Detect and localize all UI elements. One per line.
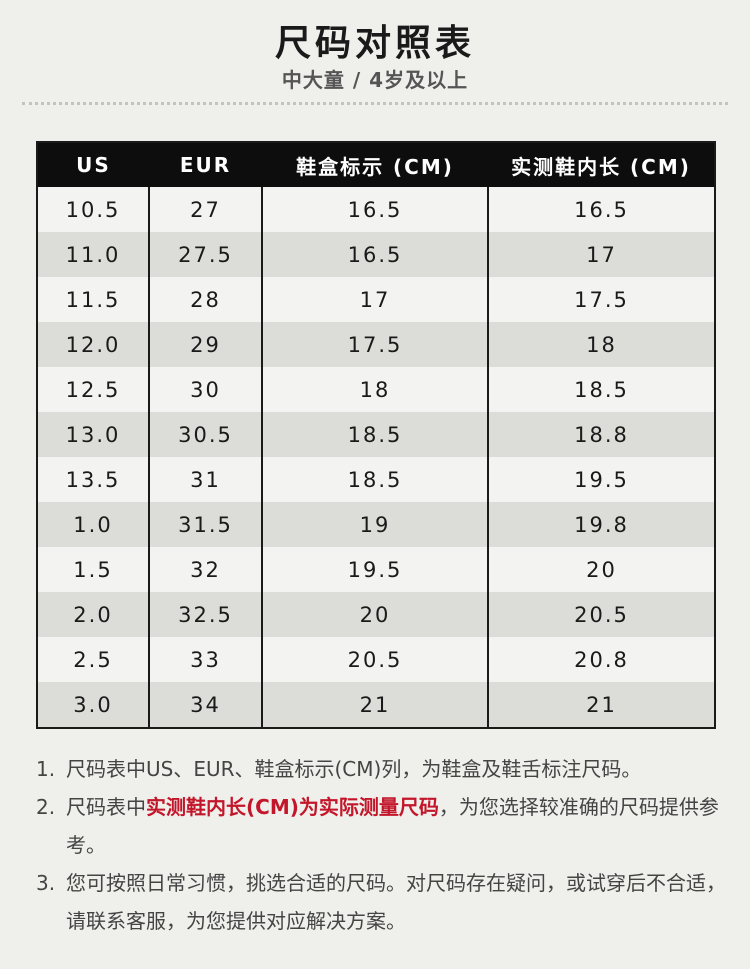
table-header-row: US EUR 鞋盒标示 (CM) 实测鞋内长 (CM) [37, 142, 715, 187]
cell-measured-length: 18.5 [487, 367, 715, 412]
cell-us: 1.5 [37, 547, 149, 592]
cell-measured-length: 19.5 [487, 457, 715, 502]
note-item: 1. 尺码表中US、EUR、鞋盒标示(CM)列，为鞋盒及鞋舌标注尺码。 [36, 750, 726, 788]
cell-box-label: 16.5 [261, 232, 488, 277]
cell-measured-length: 19.8 [487, 502, 715, 547]
cell-measured-length: 16.5 [487, 187, 715, 232]
cell-us: 10.5 [37, 187, 149, 232]
cell-box-label: 17 [261, 277, 488, 322]
cell-box-label: 19.5 [261, 547, 488, 592]
cell-us: 13.0 [37, 412, 149, 457]
cell-box-label: 18 [261, 367, 488, 412]
cell-box-label: 20.5 [261, 637, 488, 682]
page-subtitle: 中大童 / 4岁及以上 [281, 68, 469, 92]
table-row: 12.5 30 18 18.5 [37, 367, 715, 412]
table-row: 13.5 31 18.5 19.5 [37, 457, 715, 502]
column-header-eur: EUR [149, 142, 262, 187]
size-chart-table: US EUR 鞋盒标示 (CM) 实测鞋内长 (CM) 10.5 27 16.5 16… [36, 141, 716, 729]
table-row: 2.0 32.5 20 20.5 [37, 592, 715, 637]
note-number: 3. [36, 871, 56, 895]
cell-us: 2.0 [37, 592, 149, 637]
cell-us: 13.5 [37, 457, 149, 502]
note-text: 您可按照日常习惯，挑选合适的尺码。对尺码存在疑问，或试穿后不合适，请联系客服，为… [66, 871, 726, 933]
table-row: 12.0 29 17.5 18 [37, 322, 715, 367]
cell-box-label: 16.5 [261, 187, 488, 232]
note-text: 尺码表中US、EUR、鞋盒标示(CM)列，为鞋盒及鞋舌标注尺码。 [66, 757, 642, 781]
table-row: 13.0 30.5 18.5 18.8 [37, 412, 715, 457]
note-item: 3. 您可按照日常习惯，挑选合适的尺码。对尺码存在疑问，或试穿后不合适，请联系客… [36, 864, 726, 940]
cell-measured-length: 18.8 [487, 412, 715, 457]
cell-box-label: 21 [261, 682, 488, 728]
note-prefix: 尺码表中 [66, 795, 146, 819]
cell-eur: 27.5 [148, 232, 262, 277]
cell-eur: 27 [148, 187, 262, 232]
dotted-divider [22, 102, 728, 105]
cell-us: 3.0 [37, 682, 149, 728]
note-item: 2. 尺码表中实测鞋内长(CM)为实际测量尺码，为您选择较准确的尺码提供参考。 [36, 788, 726, 864]
cell-measured-length: 20.5 [487, 592, 715, 637]
cell-us: 11.0 [37, 232, 149, 277]
cell-eur: 32 [148, 547, 262, 592]
cell-eur: 31 [148, 457, 262, 502]
cell-measured-length: 18 [487, 322, 715, 367]
cell-box-label: 20 [261, 592, 488, 637]
column-header-measured-length: 实测鞋内长 (CM) [488, 142, 715, 187]
cell-us: 1.0 [37, 502, 149, 547]
cell-us: 12.5 [37, 367, 149, 412]
notes-list: 1. 尺码表中US、EUR、鞋盒标示(CM)列，为鞋盒及鞋舌标注尺码。 2. 尺… [36, 750, 726, 940]
cell-box-label: 19 [261, 502, 488, 547]
cell-box-label: 17.5 [261, 322, 488, 367]
cell-us: 11.5 [37, 277, 149, 322]
note-text: 尺码表中实测鞋内长(CM)为实际测量尺码，为您选择较准确的尺码提供参考。 [66, 788, 726, 864]
table-row: 11.5 28 17 17.5 [37, 277, 715, 322]
cell-eur: 28 [148, 277, 262, 322]
cell-measured-length: 20.8 [487, 637, 715, 682]
table-row: 2.5 33 20.5 20.8 [37, 637, 715, 682]
cell-measured-length: 20 [487, 547, 715, 592]
table-row: 3.0 34 21 21 [37, 682, 715, 728]
cell-eur: 32.5 [148, 592, 262, 637]
cell-eur: 30.5 [148, 412, 262, 457]
cell-us: 2.5 [37, 637, 149, 682]
table-row: 11.0 27.5 16.5 17 [37, 232, 715, 277]
table-body: 10.5 27 16.5 16.5 11.0 27.5 16.5 17 11.5 28 17 17.5… [37, 187, 715, 728]
cell-measured-length: 17 [487, 232, 715, 277]
table-row: 1.5 32 19.5 20 [37, 547, 715, 592]
cell-box-label: 18.5 [261, 412, 488, 457]
cell-us: 12.0 [37, 322, 149, 367]
cell-measured-length: 21 [487, 682, 715, 728]
page-title: 尺码对照表 [274, 23, 475, 64]
table-row: 10.5 27 16.5 16.5 [37, 187, 715, 232]
note-number: 2. [36, 795, 56, 819]
note-highlight: 实测鞋内长(CM)为实际测量尺码 [146, 795, 439, 819]
note-suffix: ，为您选择较准确的尺码提供参考。 [66, 795, 719, 857]
column-header-box-label: 鞋盒标示 (CM) [262, 142, 488, 187]
cell-eur: 30 [148, 367, 262, 412]
cell-eur: 31.5 [148, 502, 262, 547]
cell-box-label: 18.5 [261, 457, 488, 502]
column-header-us: US [37, 142, 149, 187]
note-number: 1. [36, 757, 56, 781]
cell-eur: 33 [148, 637, 262, 682]
cell-eur: 34 [148, 682, 262, 728]
table-row: 1.0 31.5 19 19.8 [37, 502, 715, 547]
cell-measured-length: 17.5 [487, 277, 715, 322]
cell-eur: 29 [148, 322, 262, 367]
